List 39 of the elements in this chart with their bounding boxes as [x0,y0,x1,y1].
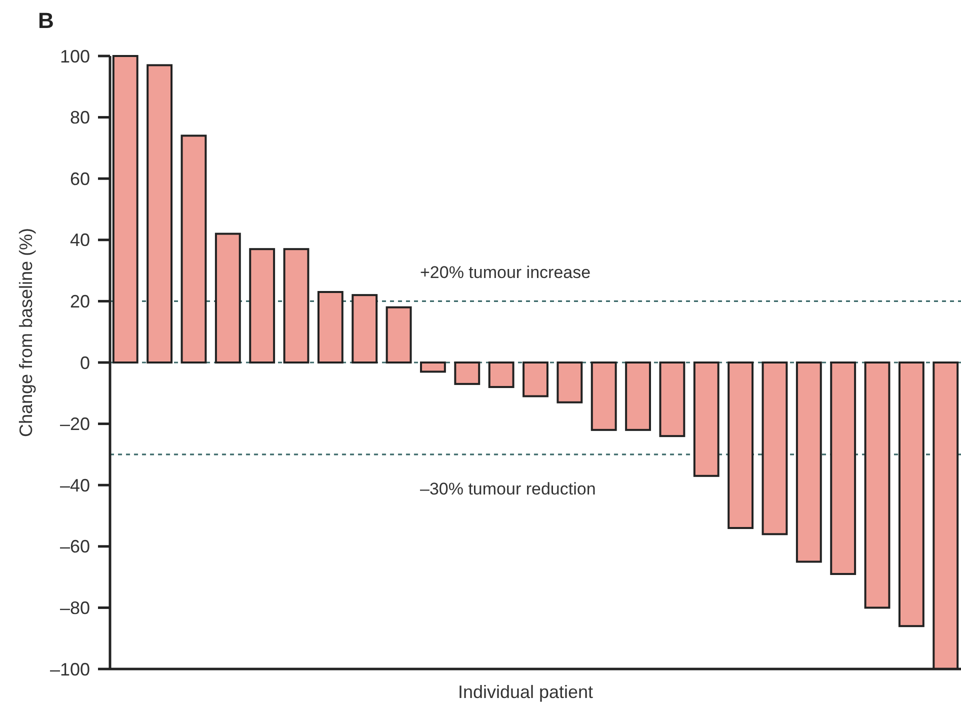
bar [796,362,822,563]
bar [762,362,788,536]
bar [693,362,720,477]
y-tick-label: 20 [70,292,90,312]
bar [556,362,583,404]
chart-title: B [38,8,54,33]
bar [659,362,686,438]
y-tick-label: –60 [60,536,90,557]
ref-line-label: +20% tumour increase [420,263,591,282]
bar [454,362,480,385]
bar [283,248,310,364]
y-axis-title: Change from baseline (%) [16,228,36,438]
y-tick-label: –80 [60,598,90,618]
y-tick-label: –20 [60,414,90,434]
bar [249,248,276,364]
bar [386,306,412,364]
bar [146,64,173,364]
bar [728,362,754,530]
bar [590,362,617,431]
x-axis-title: Individual patient [458,682,594,702]
y-tick-label: –100 [50,659,90,680]
bar [420,362,446,373]
bar [352,294,378,364]
bar [522,362,548,398]
bar [488,362,514,388]
y-tick-label: –40 [60,475,90,496]
ref-line-label: –30% tumour reduction [420,479,596,498]
y-tick-label: 0 [80,352,90,373]
y-tick-label: 100 [60,46,90,66]
bar [180,134,207,364]
bar [214,232,241,364]
y-tick-label: 60 [70,168,90,189]
y-tick-label: 80 [70,108,90,128]
y-tick-label: 40 [70,230,90,250]
bar [898,362,924,628]
bar [625,362,651,431]
bar [317,291,344,364]
bar [830,362,856,575]
bar [864,362,890,609]
